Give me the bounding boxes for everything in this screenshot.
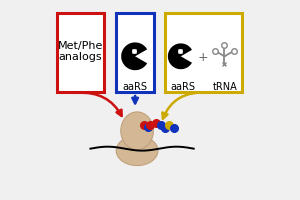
Text: tRNA: tRNA xyxy=(213,82,238,92)
Text: +: + xyxy=(197,51,208,64)
FancyBboxPatch shape xyxy=(116,13,154,92)
FancyBboxPatch shape xyxy=(165,13,242,92)
Text: aaRS: aaRS xyxy=(123,82,148,92)
FancyBboxPatch shape xyxy=(57,13,104,92)
Wedge shape xyxy=(121,42,147,70)
Ellipse shape xyxy=(116,136,158,166)
Text: Met/Phe
analogs: Met/Phe analogs xyxy=(58,41,103,62)
Wedge shape xyxy=(168,43,192,69)
Ellipse shape xyxy=(121,112,153,150)
Text: aaRS: aaRS xyxy=(170,82,195,92)
